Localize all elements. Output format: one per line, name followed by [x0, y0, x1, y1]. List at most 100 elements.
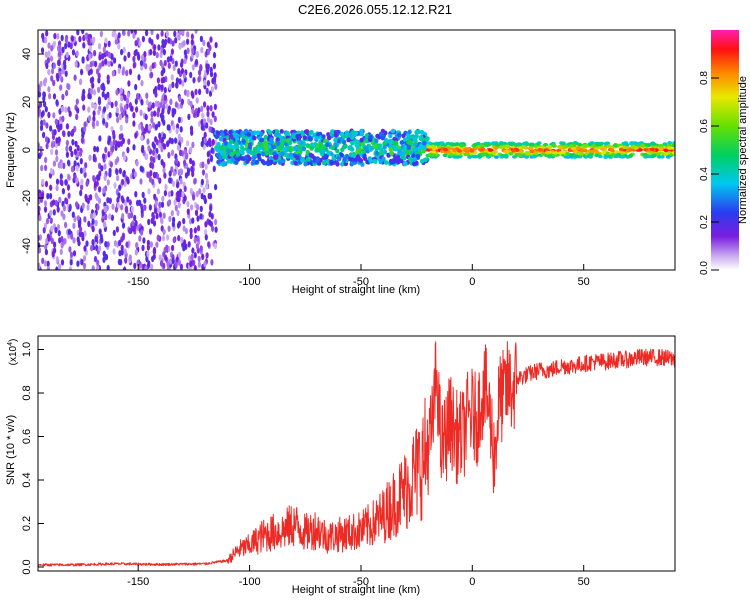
heatmap-cell: [167, 62, 171, 69]
heatmap-cell: [85, 240, 89, 247]
heatmap-cell: [125, 241, 129, 248]
heatmap-cell: [144, 265, 148, 270]
heatmap-cell: [102, 250, 106, 257]
heatmap-cell: [168, 215, 172, 223]
heatmap-cell: [38, 101, 43, 108]
heatmap-cell: [637, 148, 643, 152]
heatmap-cell: [250, 160, 255, 166]
heatmap-cell: [193, 178, 197, 185]
heatmap-cell: [204, 234, 208, 241]
heatmap-cell: [156, 77, 160, 84]
heatmap-cell: [204, 172, 209, 180]
heatmap-cell: [490, 141, 496, 145]
heatmap-cell: [82, 42, 86, 49]
heatmap-cell: [71, 139, 75, 146]
heatmap-cell: [397, 132, 402, 138]
heatmap-cell: [85, 180, 89, 187]
heatmap-cell: [388, 133, 393, 139]
heatmap-cell: [381, 156, 386, 162]
heatmap-cell: [368, 134, 373, 140]
heatmap-cell: [104, 58, 108, 65]
heatmap-cell: [350, 157, 355, 163]
heatmap-cell: [529, 149, 535, 154]
heatmap-cell: [269, 137, 274, 143]
snr-y-ticks: 0.0 0.2 0.4 0.6 0.8 1.0: [21, 342, 44, 575]
heatmap-cell: [126, 176, 130, 183]
heatmap-cell: [82, 255, 87, 262]
heatmap-cell: [52, 112, 56, 119]
heatmap-cell: [157, 44, 161, 51]
heatmap-cell: [50, 141, 55, 149]
heatmap-cell: [79, 78, 83, 85]
heatmap-cell: [407, 156, 413, 162]
heatmap-cell: [251, 155, 256, 160]
heatmap-cell: [181, 30, 185, 34]
heatmap-cell: [123, 248, 127, 255]
heatmap-cell: [211, 77, 215, 85]
heatmap-cell: [263, 134, 268, 140]
heatmap-cell: [50, 45, 54, 52]
heatmap-cell: [146, 244, 150, 251]
x-tick-label: 50: [578, 276, 590, 288]
heatmap-cell: [76, 30, 80, 36]
heatmap-cell: [275, 137, 280, 143]
heatmap-cell: [172, 123, 176, 131]
heatmap-cell: [122, 46, 126, 54]
heatmap-cell: [200, 178, 204, 186]
heatmap-cell: [380, 135, 385, 141]
heatmap-cell: [671, 143, 675, 148]
heatmap-cell: [196, 235, 200, 242]
heatmap-cell: [308, 130, 313, 136]
heatmap-cell: [667, 141, 673, 145]
heatmap-cell: [132, 62, 136, 69]
heatmap-cell: [104, 93, 108, 101]
heatmap-cell: [87, 92, 91, 100]
heatmap-cell: [175, 82, 179, 89]
heatmap-cell: [80, 231, 84, 239]
heatmap-cell: [186, 167, 191, 174]
heatmap-cell: [663, 148, 669, 153]
heatmap-cell: [59, 248, 63, 256]
heatmap-cell: [171, 221, 175, 228]
heatmap-cell: [201, 112, 205, 119]
heatmap-cell: [649, 147, 655, 152]
heatmap-cell: [82, 104, 86, 111]
heatmap-cell: [575, 146, 581, 151]
heatmap-cell: [60, 179, 64, 187]
heatmap-cell: [463, 147, 469, 151]
heatmap-cell: [44, 243, 48, 251]
heatmap-cell: [194, 88, 198, 96]
heatmap-cell: [101, 60, 105, 67]
heatmap-cell: [67, 228, 71, 235]
heatmap-cell: [180, 237, 184, 244]
heatmap-cell: [67, 159, 71, 166]
heatmap-cell: [200, 105, 204, 113]
heatmap-cell: [64, 106, 68, 113]
heatmap-cell: [426, 145, 432, 149]
heatmap-cell: [168, 137, 172, 144]
heatmap-cell: [49, 209, 53, 216]
heatmap-cell: [214, 41, 218, 49]
heatmap-cell: [364, 133, 370, 139]
heatmap-cell: [200, 193, 204, 200]
heatmap-cell: [141, 35, 145, 43]
heatmap-cell: [193, 252, 197, 259]
heatmap-cell: [226, 158, 231, 164]
heatmap-cell: [225, 148, 231, 154]
heatmap-cell: [87, 106, 91, 113]
heatmap-cell: [147, 260, 151, 267]
heatmap-cell: [82, 88, 86, 96]
snr-y-multiplier: (x104): [7, 339, 19, 366]
heatmap-cell: [388, 146, 393, 152]
heatmap-cell: [132, 55, 136, 63]
heatmap-cell: [170, 74, 174, 81]
heatmap-cell: [319, 142, 324, 148]
heatmap-cell: [49, 55, 54, 62]
heatmap-cell: [134, 40, 138, 47]
heatmap-cell: [43, 200, 48, 207]
heatmap-cell: [160, 30, 164, 37]
heatmap-cell: [60, 76, 64, 83]
heatmap-cell: [469, 149, 475, 153]
heatmap-cell: [153, 110, 157, 117]
heatmap-cell: [55, 266, 59, 270]
